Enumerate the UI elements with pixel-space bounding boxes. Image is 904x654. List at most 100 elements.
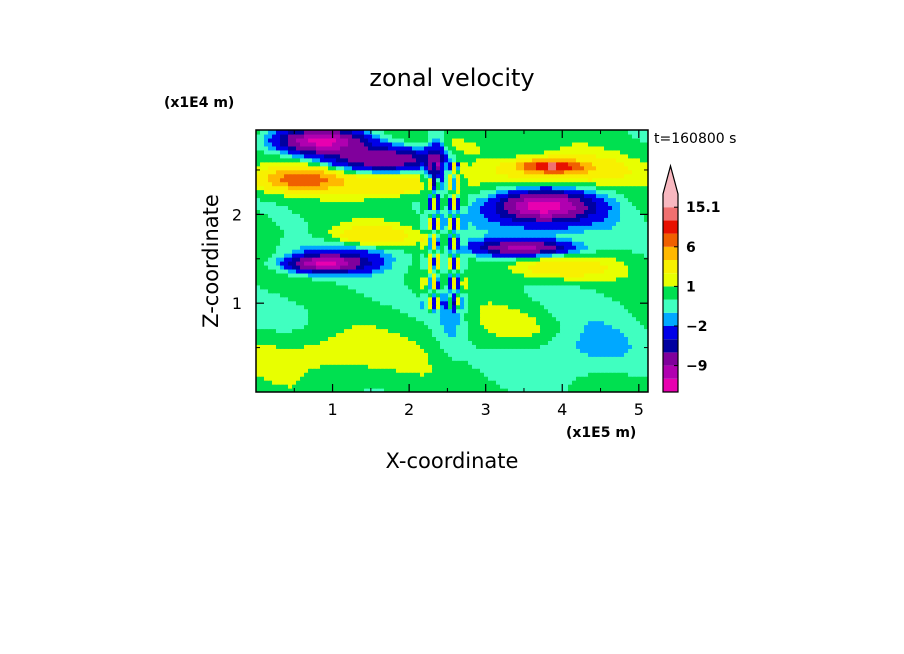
contour-cell [300,360,305,365]
contour-cell [372,193,377,199]
contour-cell [616,257,621,262]
contour-cell [424,372,429,377]
contour-cell [480,380,485,385]
contour-cell [532,205,537,210]
contour-cell [516,280,521,286]
contour-cell [520,221,525,226]
contour-cell [488,320,493,326]
contour-cell [436,320,441,326]
contour-cell [340,249,345,254]
contour-cell [632,280,637,286]
contour-cell [480,249,485,254]
contour-cell [392,344,397,349]
contour-cell [644,304,648,310]
contour-cell [480,233,485,238]
contour-cell [612,344,617,349]
contour-cell [404,376,409,381]
contour-cell [348,336,353,341]
contour-cell [556,296,561,302]
contour-cell [316,189,321,195]
contour-cell [296,209,301,214]
contour-cell [488,213,493,218]
contour-cell [564,276,569,282]
contour-cell [420,388,425,392]
contour-cell [548,233,553,238]
contour-cell [456,368,461,373]
contour-cell [424,233,429,238]
contour-cell [520,245,525,250]
contour-cell [600,364,605,369]
contour-cell [572,205,577,210]
contour-cell [448,280,453,286]
contour-cell [460,324,465,330]
contour-cell [308,217,313,222]
contour-cell [260,221,265,226]
contour-cell [616,388,621,392]
contour-cell [580,209,585,214]
contour-cell [368,348,373,353]
contour-cell [396,384,401,389]
contour-cell [624,332,629,338]
contour-cell [464,328,469,334]
contour-cell [308,364,313,369]
contour-cell [564,372,569,377]
contour-cell [548,364,553,369]
contour-cell [576,288,581,294]
contour-cell [292,264,297,270]
contour-cell [264,233,269,238]
contour-cell [456,225,461,230]
contour-cell [564,189,569,195]
contour-cell [336,340,341,345]
contour-cell [452,360,457,365]
contour-cell [384,253,389,258]
contour-cell [336,205,341,210]
contour-cell [340,241,345,246]
contour-cell [468,233,473,238]
contour-cell [592,201,597,207]
contour-cell [576,360,581,365]
contour-cell [344,292,349,298]
contour-cell [572,312,577,318]
contour-cell [528,249,533,254]
contour-cell [452,336,457,341]
contour-cell [428,356,433,361]
contour-cell [344,209,349,214]
contour-cell [396,360,401,365]
contour-cell [528,268,533,274]
contour-cell [448,336,453,341]
contour-cell [540,372,545,377]
contour-cell [600,264,605,270]
contour-cell [396,209,401,214]
contour-cell [324,360,329,365]
contour-cell [488,388,493,392]
contour-cell [640,380,645,385]
contour-cell [532,292,537,298]
contour-cell [592,368,597,373]
contour-cell [388,280,393,286]
contour-cell [336,233,341,238]
contour-cell [496,225,501,230]
contour-cell [488,324,493,330]
contour-cell [532,320,537,326]
contour-cell [384,268,389,274]
contour-cell [268,276,273,282]
contour-cell [636,245,641,250]
contour-cell [480,261,485,266]
contour-cell [300,316,305,322]
contour-cell [556,268,561,274]
contour-cell [444,308,449,314]
contour-cell [468,197,473,203]
contour-cell [280,221,285,226]
contour-cell [544,268,549,274]
contour-cell [288,193,293,199]
contour-cell [336,201,341,207]
contour-cell [440,213,445,218]
contour-cell [276,193,281,199]
contour-cell [608,364,613,369]
contour-cell [568,253,573,258]
contour-cell [632,221,637,226]
contour-cell [484,276,489,282]
contour-cell [488,376,493,381]
contour-cell [364,384,369,389]
contour-cell [340,233,345,238]
